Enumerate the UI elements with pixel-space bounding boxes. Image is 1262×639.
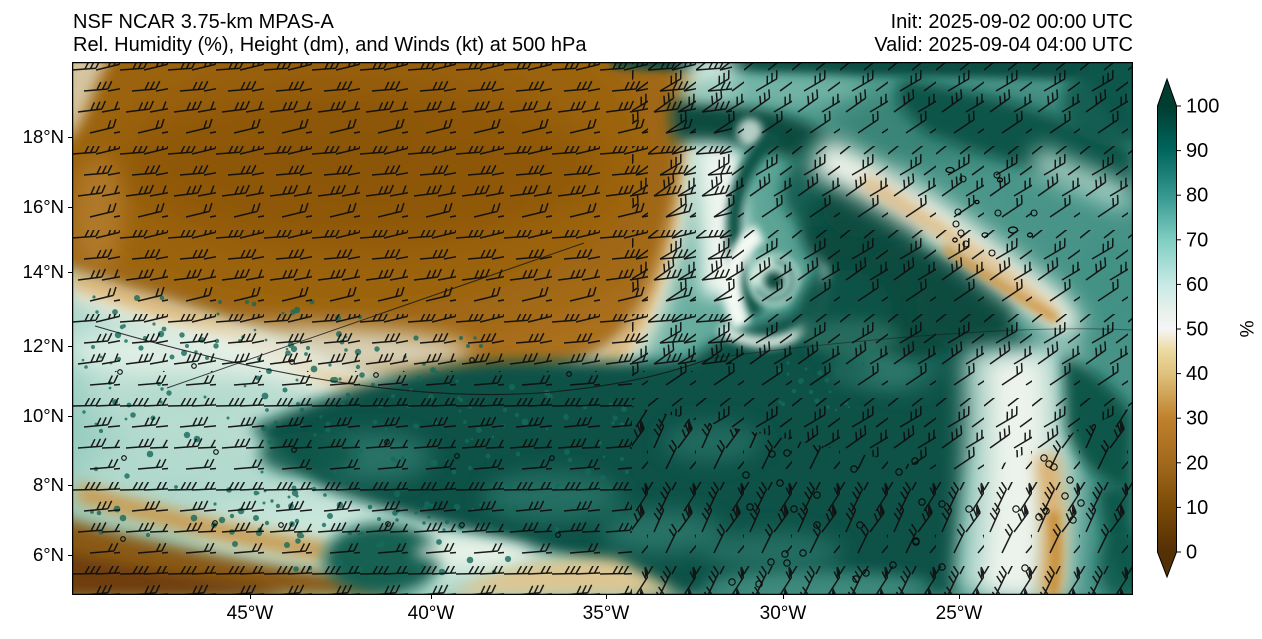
- svg-text:70: 70: [1186, 229, 1208, 251]
- svg-text:90: 90: [1186, 140, 1208, 162]
- svg-text:%: %: [1235, 321, 1256, 338]
- svg-text:10: 10: [1186, 497, 1208, 519]
- svg-text:100: 100: [1186, 96, 1219, 118]
- svg-text:40: 40: [1186, 363, 1208, 385]
- svg-text:80: 80: [1186, 185, 1208, 207]
- svg-text:60: 60: [1186, 274, 1208, 296]
- svg-text:0: 0: [1186, 542, 1197, 564]
- svg-text:20: 20: [1186, 452, 1208, 474]
- svg-text:50: 50: [1186, 319, 1208, 341]
- svg-text:30: 30: [1186, 408, 1208, 430]
